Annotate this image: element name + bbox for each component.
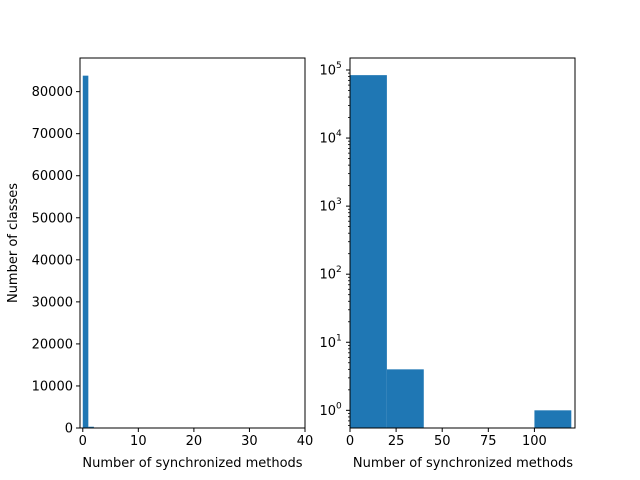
x-tick-label: 0	[79, 434, 87, 449]
y-tick-label: 10000	[32, 379, 73, 394]
left-x-axis-label: Number of synchronized methods	[82, 456, 302, 471]
y-tick-label: 60000	[32, 169, 73, 184]
left-bars	[82, 75, 94, 428]
histogram-bar	[386, 369, 424, 428]
y-tick-label-exponent: 1	[336, 333, 342, 343]
y-tick-label-base: 10	[319, 336, 336, 351]
histogram-bar	[82, 75, 89, 428]
y-tick-label-base: 10	[319, 404, 336, 419]
x-tick-label: 40	[297, 434, 314, 449]
y-tick-label-base: 10	[319, 268, 336, 283]
x-tick-label: 75	[480, 434, 497, 449]
y-tick-label: 30000	[32, 295, 73, 310]
histogram-bar	[88, 426, 94, 428]
y-tick-label: 40000	[32, 253, 73, 268]
right-axes-frame	[349, 57, 576, 429]
y-tick-label: 50000	[32, 211, 73, 226]
x-tick-label: 100	[522, 434, 547, 449]
y-tick-label-exponent: 2	[336, 265, 342, 275]
y-tick-label: 0	[65, 422, 73, 437]
x-tick-label: 30	[241, 434, 258, 449]
y-tick-label-base: 10	[319, 63, 336, 78]
y-tick-label: 80000	[32, 85, 73, 100]
right-x-ticks: 0 25 50 75 100	[346, 428, 547, 449]
y-tick-label-exponent: 5	[336, 61, 342, 71]
y-tick-label-exponent: 4	[336, 129, 342, 139]
y-tick-label-base: 10	[319, 200, 336, 215]
left-y-axis-label: Number of classes	[6, 183, 21, 303]
x-tick-label: 25	[388, 434, 405, 449]
x-tick-label: 50	[434, 434, 451, 449]
left-x-ticks: 0 10 20 30 40	[79, 428, 314, 449]
y-tick-label: 20000	[32, 337, 73, 352]
y-tick-label-exponent: 0	[336, 401, 342, 411]
histogram-bar	[534, 410, 572, 428]
left-y-ticks: 0 10000 20000 30000 40000 50000 60000 70000 8000…	[32, 85, 80, 437]
x-tick-label: 10	[130, 434, 147, 449]
x-tick-label: 20	[186, 434, 203, 449]
x-tick-label: 0	[346, 434, 354, 449]
right-bars	[350, 75, 572, 428]
right-x-axis-label: Number of synchronized methods	[353, 456, 573, 471]
y-tick-label: 70000	[32, 127, 73, 142]
histogram-bar	[350, 75, 387, 428]
left-axes-frame	[79, 57, 306, 429]
y-tick-label-exponent: 3	[336, 197, 342, 207]
y-tick-label-base: 10	[319, 132, 336, 147]
left-histogram: 0 10 20 30 40 0 10000 20000 30000 40000 50000 6000…	[6, 57, 314, 471]
